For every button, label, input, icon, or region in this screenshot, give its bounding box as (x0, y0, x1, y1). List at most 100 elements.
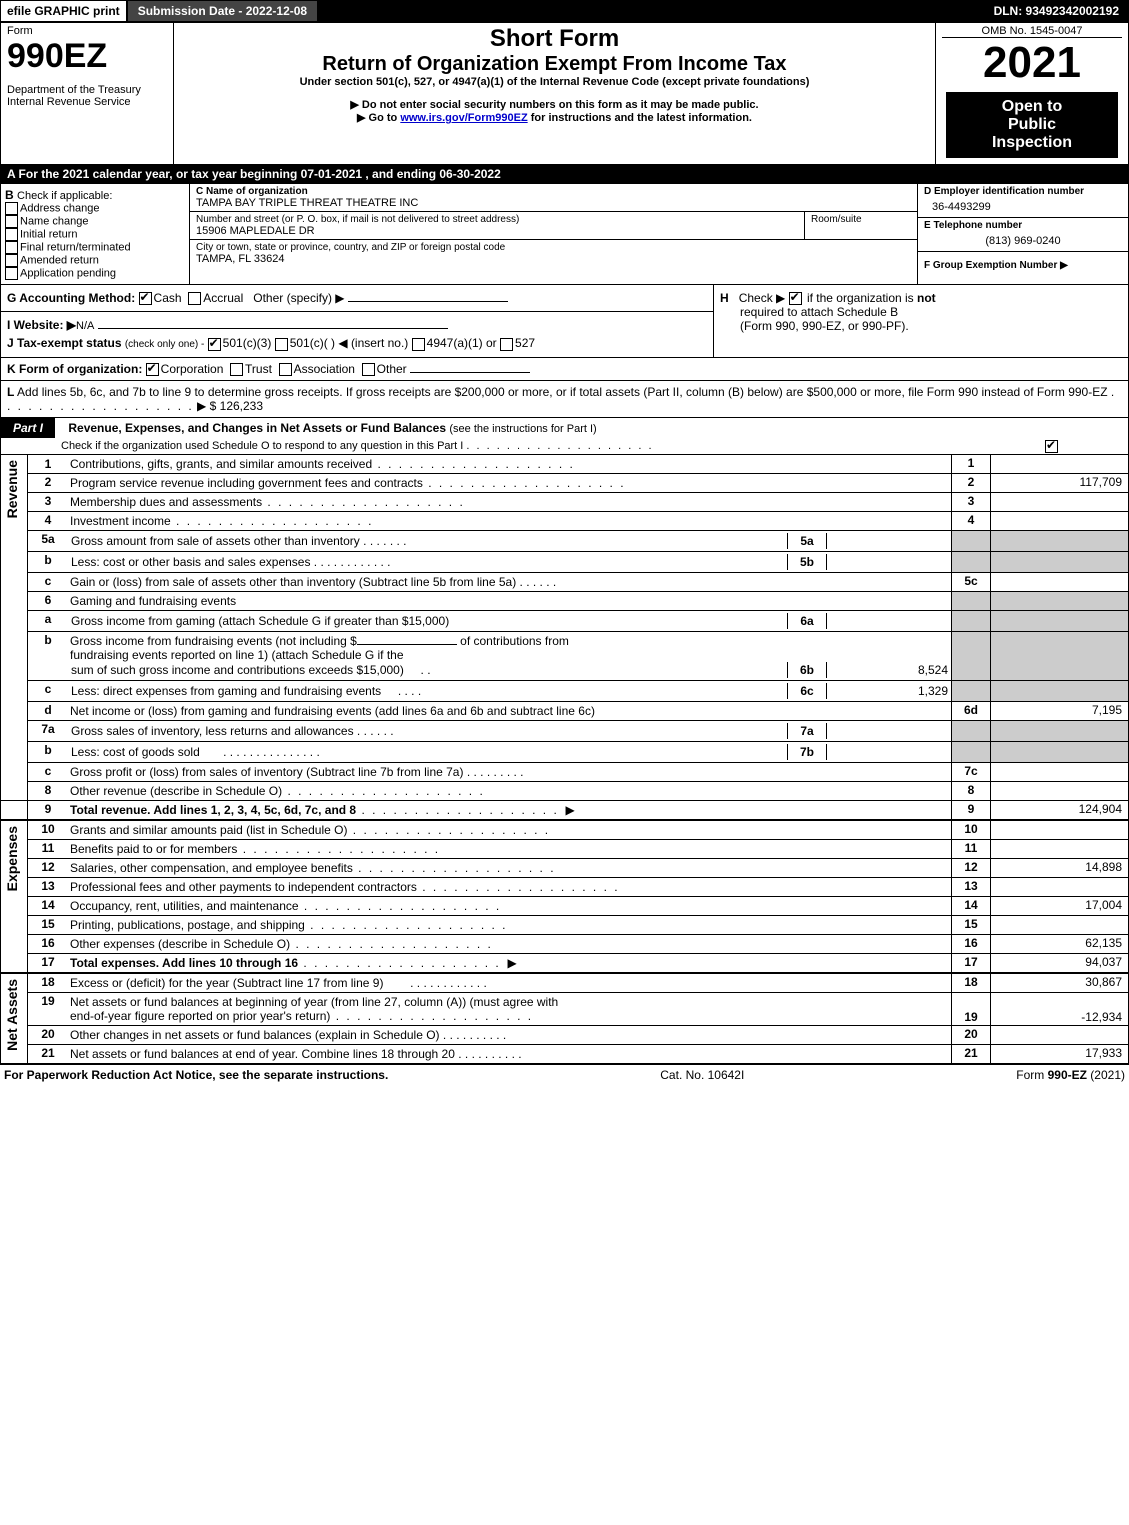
assoc-checkbox[interactable] (279, 363, 292, 376)
line-6b-1: Gross income from fundraising events (no… (70, 634, 357, 648)
city-label: City or town, state or province, country… (196, 242, 911, 253)
4947-checkbox[interactable] (412, 338, 425, 351)
line-9: Total revenue. Add lines 1, 2, 3, 4, 5c,… (70, 803, 356, 817)
irs-link[interactable]: www.irs.gov/Form990EZ (400, 112, 527, 124)
line-5b: Less: cost or other basis and sales expe… (71, 555, 310, 569)
section-l-text: Add lines 5b, 6c, and 7b to line 9 to de… (17, 385, 1108, 399)
dln: DLN: 93492342002192 (984, 1, 1129, 21)
ein: 36-4493299 (918, 199, 1128, 218)
part1-title: Revenue, Expenses, and Changes in Net As… (58, 421, 446, 435)
goto: ▶ Go to www.irs.gov/Form990EZ for instru… (180, 111, 929, 124)
line-6a: Gross income from gaming (attach Schedul… (71, 614, 449, 628)
line-12-value: 14,898 (991, 858, 1129, 877)
section-c-label: C Name of organization (196, 186, 911, 197)
line-20: Other changes in net assets or fund bala… (70, 1028, 440, 1042)
line-11: Benefits paid to or for members (70, 842, 237, 856)
501c3-checkbox[interactable] (208, 338, 221, 351)
line-21: Net assets or fund balances at end of ye… (70, 1047, 455, 1061)
other-checkbox[interactable] (362, 363, 375, 376)
line-6d-value: 7,195 (991, 701, 1129, 720)
section-f: F Group Exemption Number ▶ (918, 252, 1128, 279)
line-15: Printing, publications, postage, and shi… (70, 918, 305, 932)
form-word: Form (7, 25, 167, 37)
form-number: 990EZ (7, 37, 167, 76)
efile-print[interactable]: efile GRAPHIC print (0, 0, 127, 22)
line-8: Other revenue (describe in Schedule O) (70, 784, 282, 798)
line-5a: Gross amount from sale of assets other t… (71, 534, 360, 548)
line-7c: Gross profit or (loss) from sales of inv… (70, 765, 463, 779)
line-6b-value: 8,524 (827, 662, 950, 678)
line-6: Gaming and fundraising events (70, 594, 236, 608)
footer-right: Form 990-EZ (2021) (1016, 1068, 1125, 1082)
dept-treasury: Department of the Treasury (7, 84, 167, 96)
open-to-public: Open to Public Inspection (946, 92, 1118, 158)
line-2-value: 117,709 (991, 473, 1129, 492)
initial-return-checkbox[interactable] (5, 228, 18, 241)
submission-date: Submission Date - 2022-12-08 (127, 0, 318, 22)
schedule-o-checkbox[interactable] (1045, 440, 1058, 453)
section-a: A For the 2021 calendar year, or tax yea… (0, 165, 1129, 184)
org-name: TAMPA BAY TRIPLE THREAT THEATRE INC (196, 197, 911, 209)
top-bar: efile GRAPHIC print Submission Date - 20… (0, 0, 1129, 22)
application-pending-checkbox[interactable] (5, 267, 18, 280)
line-16-value: 62,135 (991, 934, 1129, 953)
line-9-value: 124,904 (991, 800, 1129, 820)
501c-checkbox[interactable] (275, 338, 288, 351)
line-17-value: 94,037 (991, 953, 1129, 973)
line-14-value: 17,004 (991, 896, 1129, 915)
under-section: Under section 501(c), 527, or 4947(a)(1)… (180, 76, 929, 88)
schedule-b-checkbox[interactable] (789, 292, 802, 305)
line-7b: Less: cost of goods sold (71, 745, 200, 759)
line-3: Membership dues and assessments (70, 495, 262, 509)
street-label: Number and street (or P. O. box, if mail… (196, 214, 798, 225)
line-10: Grants and similar amounts paid (list in… (70, 823, 347, 837)
line-7a: Gross sales of inventory, less returns a… (71, 724, 354, 738)
line-19-value: -12,934 (991, 992, 1129, 1025)
street: 15906 MAPLEDALE DR (196, 225, 798, 237)
phone: (813) 969-0240 (918, 233, 1128, 252)
527-checkbox[interactable] (500, 338, 513, 351)
line-6c-value: 1,329 (827, 683, 950, 699)
cash-checkbox[interactable] (139, 292, 152, 305)
line-4: Investment income (70, 514, 171, 528)
amended-return-checkbox[interactable] (5, 254, 18, 267)
section-l-label: L (7, 385, 14, 399)
line-17: Total expenses. Add lines 10 through 16 (70, 956, 298, 970)
section-e-label: E Telephone number (918, 218, 1128, 233)
line-1: Contributions, gifts, grants, and simila… (70, 457, 372, 471)
name-change-checkbox[interactable] (5, 215, 18, 228)
line-5c: Gain or (loss) from sale of assets other… (70, 575, 516, 589)
tax-year: 2021 (942, 38, 1122, 88)
expenses-vlabel: Expenses (2, 822, 22, 895)
line-13: Professional fees and other payments to … (70, 880, 417, 894)
section-d-label: D Employer identification number (918, 184, 1128, 199)
footer-mid: Cat. No. 10642I (660, 1068, 744, 1082)
address-change-checkbox[interactable] (5, 202, 18, 215)
footer-left: For Paperwork Reduction Act Notice, see … (4, 1068, 388, 1082)
section-k-label: K Form of organization: (7, 362, 142, 376)
line-6c: Less: direct expenses from gaming and fu… (71, 684, 381, 698)
city: TAMPA, FL 33624 (196, 253, 911, 265)
irs: Internal Revenue Service (7, 96, 167, 108)
title-main: Return of Organization Exempt From Incom… (180, 53, 929, 76)
revenue-vlabel: Revenue (2, 456, 22, 522)
title-short: Short Form (180, 25, 929, 53)
room-label: Room/suite (811, 214, 911, 225)
line-21-value: 17,933 (991, 1044, 1129, 1063)
omb: OMB No. 1545-0047 (942, 25, 1122, 38)
section-h-label: H (720, 291, 729, 305)
corp-checkbox[interactable] (146, 363, 159, 376)
part1-label: Part I (1, 418, 55, 438)
line-14: Occupancy, rent, utilities, and maintena… (70, 899, 299, 913)
trust-checkbox[interactable] (230, 363, 243, 376)
line-12: Salaries, other compensation, and employ… (70, 861, 353, 875)
gross-receipts: 126,233 (220, 399, 263, 413)
accrual-checkbox[interactable] (188, 292, 201, 305)
line-19a: Net assets or fund balances at beginning… (70, 995, 949, 1009)
line-18: Excess or (deficit) for the year (Subtra… (70, 976, 383, 990)
section-b: B Check if applicable: (5, 188, 185, 202)
final-return-checkbox[interactable] (5, 241, 18, 254)
line-18-value: 30,867 (991, 973, 1129, 993)
section-j-label: J Tax-exempt status (7, 336, 122, 350)
line-6d: Net income or (loss) from gaming and fun… (70, 704, 595, 718)
